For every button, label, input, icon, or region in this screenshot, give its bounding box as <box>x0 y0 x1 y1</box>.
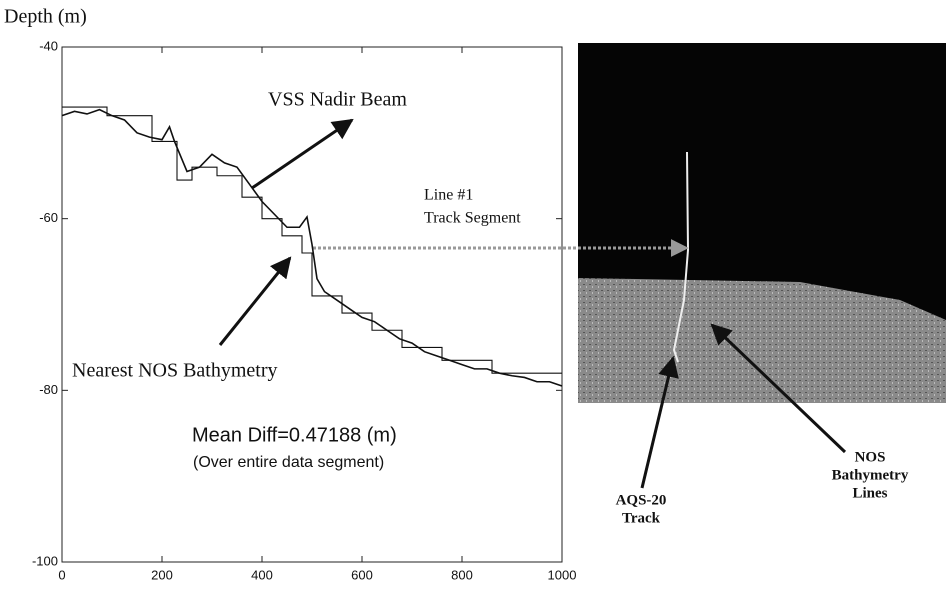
annotation: AQS-20 <box>616 492 667 508</box>
annotation: Lines <box>852 485 887 501</box>
x-tick-label: 1000 <box>548 567 577 582</box>
annotation: Track <box>622 510 661 526</box>
annotation: Line #1 <box>424 187 473 204</box>
legend-label: VSS Nadir Beam <box>268 89 407 111</box>
annotation: Track Segment <box>424 210 521 227</box>
x-tick-label: 400 <box>251 567 273 582</box>
y-tick-label: -100 <box>32 553 58 568</box>
x-tick-label: 0 <box>58 567 65 582</box>
arrow <box>251 118 354 190</box>
annotation: (Over entire data segment) <box>193 454 384 471</box>
y-axis-label: Depth (m) <box>4 6 87 28</box>
annotation: NOS <box>855 449 886 465</box>
y-tick-label: -80 <box>39 382 58 397</box>
image-panel <box>578 43 946 403</box>
data-line <box>62 106 562 374</box>
x-tick-label: 800 <box>451 567 473 582</box>
arrow <box>640 355 679 489</box>
x-tick-label: 200 <box>151 567 173 582</box>
annotation: Mean Diff=0.47188 (m) <box>192 424 397 446</box>
annotation: Bathymetry <box>832 467 909 483</box>
x-tick-label: 600 <box>351 567 373 582</box>
y-tick-label: -40 <box>39 38 58 53</box>
legend-label: Nearest NOS Bathymetry <box>72 360 278 382</box>
data-line <box>61 108 563 387</box>
plot-frame <box>61 46 563 563</box>
y-tick-label: -60 <box>39 210 58 225</box>
arrow <box>710 323 847 454</box>
arrow <box>218 256 292 346</box>
